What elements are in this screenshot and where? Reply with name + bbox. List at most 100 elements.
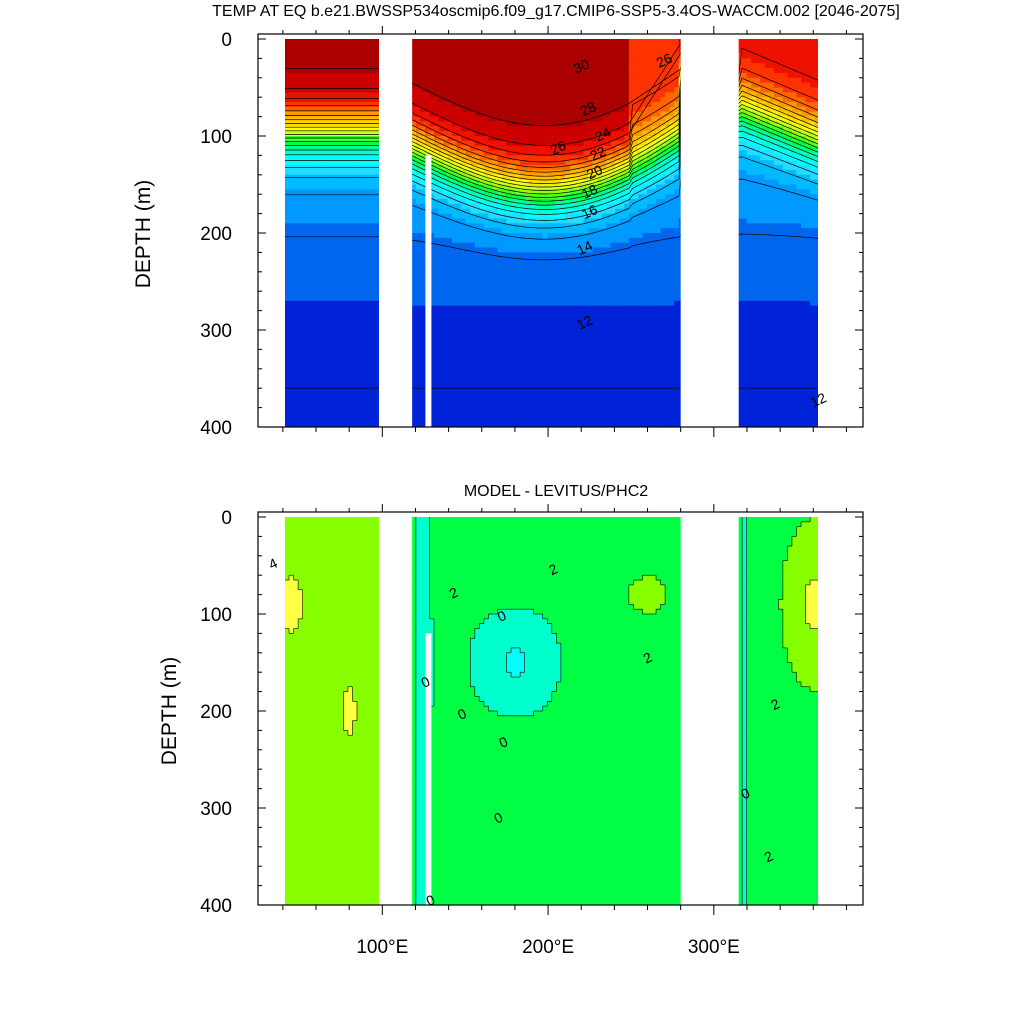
field-cell <box>773 53 779 59</box>
field-cell <box>293 233 299 239</box>
field-cell <box>551 165 557 171</box>
field-cell <box>565 169 571 176</box>
field-cell <box>805 58 811 64</box>
field-cell <box>375 208 381 215</box>
field-cell <box>805 68 811 74</box>
field-cell <box>325 136 331 142</box>
field-cell <box>801 68 807 74</box>
field-cell <box>456 116 462 123</box>
field-cell <box>805 126 811 132</box>
field-cell <box>461 39 467 45</box>
field-cell <box>628 199 634 205</box>
field-cell <box>782 184 789 190</box>
field-cell <box>443 189 449 195</box>
field-cell <box>461 145 467 152</box>
field-cell <box>588 39 594 45</box>
field-cell <box>370 155 376 161</box>
field-cell <box>325 155 331 161</box>
field-cell <box>302 136 308 142</box>
field-cell <box>592 106 598 113</box>
field-cell <box>452 82 458 89</box>
field-cell <box>488 116 494 123</box>
field-cell <box>674 116 680 123</box>
field-cell <box>479 194 485 200</box>
field-cell <box>461 87 467 93</box>
field-cell <box>569 199 576 205</box>
field-cell <box>352 39 358 45</box>
field-cell <box>415 150 422 156</box>
field-cell <box>311 237 317 244</box>
field-cell <box>357 68 363 74</box>
field-cell <box>361 48 367 55</box>
field-cell <box>764 77 770 84</box>
field-cell <box>801 145 807 152</box>
field-cell <box>515 208 521 215</box>
field-cell <box>361 58 367 64</box>
field-cell <box>307 53 313 59</box>
field-cell <box>824 117 829 122</box>
field-cell <box>615 145 621 152</box>
field-cell <box>764 184 770 190</box>
field-cell <box>637 160 644 166</box>
field-cell <box>298 233 304 239</box>
field-cell <box>547 199 553 205</box>
field-cell <box>307 228 313 234</box>
field-cell <box>746 199 752 205</box>
field-cell <box>443 160 449 166</box>
field-cell <box>764 174 770 181</box>
field-cell <box>660 184 666 190</box>
field-cell <box>497 39 503 45</box>
field-cell <box>642 48 648 55</box>
field-cell <box>470 213 476 220</box>
field-cell <box>370 92 376 98</box>
field-cell <box>796 92 802 98</box>
field-cell <box>651 102 657 108</box>
field-cell <box>347 63 354 69</box>
field-cell <box>642 150 648 156</box>
field-cell <box>524 82 530 89</box>
field-cell <box>796 131 802 137</box>
field-cell <box>533 48 539 55</box>
field-cell <box>501 106 508 113</box>
field-cell <box>461 203 467 210</box>
field-cell <box>415 136 422 142</box>
field-cell <box>646 218 653 224</box>
field-cell <box>483 131 489 137</box>
field-cell <box>424 53 431 59</box>
field-cell <box>610 208 616 215</box>
field-cell <box>293 184 299 190</box>
field-cell <box>375 116 381 123</box>
field-cell <box>285 160 290 166</box>
field-cell <box>289 87 295 93</box>
field-cell <box>633 145 639 152</box>
field-cell <box>357 145 363 152</box>
field-cell <box>465 121 471 127</box>
field-cell <box>474 48 480 55</box>
field-cell <box>361 72 367 79</box>
field-cell <box>461 106 467 113</box>
field-cell <box>325 131 331 137</box>
field-cell <box>470 111 476 118</box>
field-cell <box>628 223 634 229</box>
field-cell <box>461 77 467 84</box>
field-cell <box>547 237 553 244</box>
field-cell <box>443 87 449 93</box>
field-cell <box>606 102 612 108</box>
field-cell <box>411 72 417 79</box>
field-cell <box>656 218 662 224</box>
field-cell <box>285 111 290 118</box>
field-cell <box>325 77 331 84</box>
field-cell <box>574 189 580 195</box>
field-cell <box>470 208 476 215</box>
field-cell <box>633 150 639 156</box>
field-cell <box>470 189 476 195</box>
field-cell <box>810 165 816 171</box>
field-cell <box>560 165 567 171</box>
field-cell <box>824 68 829 73</box>
field-cell <box>755 203 761 210</box>
field-cell <box>624 228 630 234</box>
field-cell <box>375 102 381 108</box>
field-cell <box>533 223 539 229</box>
field-cell <box>773 136 779 142</box>
field-cell <box>810 121 816 127</box>
